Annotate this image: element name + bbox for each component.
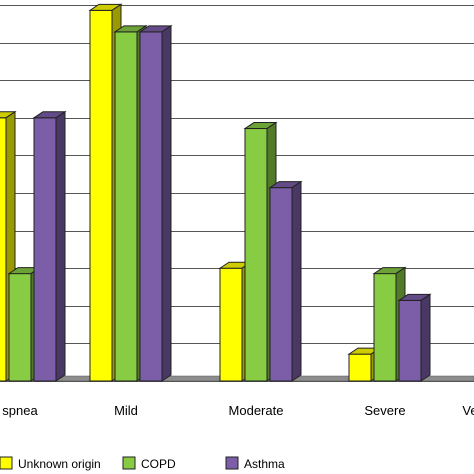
bar-front	[0, 117, 7, 382]
bar	[138, 24, 173, 382]
bar	[268, 180, 303, 382]
bar-front	[244, 128, 268, 382]
bar-front	[139, 31, 163, 382]
gridlines	[0, 5, 474, 382]
bar-front	[219, 267, 243, 382]
bar-front	[373, 273, 397, 382]
legend-swatch	[122, 456, 136, 470]
bar-front	[114, 31, 138, 382]
bar	[372, 266, 407, 382]
x-tick-label: Moderate	[229, 403, 284, 418]
bars	[0, 3, 432, 382]
legend-label: COPD	[141, 457, 176, 471]
legend: Unknown origin COPD Asthma	[0, 456, 285, 471]
bar	[397, 293, 432, 382]
bar-side	[420, 293, 431, 382]
x-tick-label: Ve	[462, 403, 474, 418]
bar	[32, 110, 67, 382]
bar-front	[89, 9, 113, 382]
bar-side	[291, 180, 302, 382]
bar-front	[348, 353, 372, 382]
legend-swatch	[0, 456, 13, 470]
bar-side	[55, 110, 66, 382]
bar-side	[161, 24, 172, 382]
bar-front	[269, 187, 293, 382]
x-tick-label: Mild	[114, 403, 138, 418]
bar-front	[398, 299, 422, 382]
bar-front	[8, 273, 32, 382]
bar-front	[33, 117, 57, 382]
x-tick-labels: spnea Mild Moderate Severe Ve	[2, 403, 474, 418]
legend-label: Asthma	[244, 457, 285, 471]
legend-swatch	[225, 456, 239, 470]
x-tick-label: spnea	[2, 403, 38, 418]
legend-label: Unknown origin	[18, 457, 101, 471]
x-tick-label: Severe	[364, 403, 405, 418]
